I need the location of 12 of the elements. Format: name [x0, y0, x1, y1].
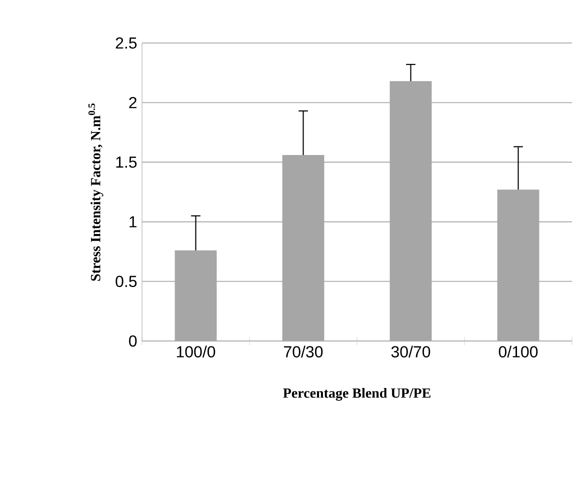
x-tick-label: 0/100: [498, 346, 538, 358]
y-tick-label: 2: [129, 97, 136, 108]
y-tick-label: 0: [129, 335, 137, 347]
y-tick-label: 1: [130, 216, 137, 228]
y-axis-title: Stress Intensity Factor, N.m$^{0.5}$: [88, 104, 104, 281]
y-tick-label: 1.5: [116, 156, 137, 168]
x-tick-label: 100/0: [176, 346, 216, 358]
x-tick-label: 30/70: [391, 346, 430, 358]
x-tick-label: 70/30: [284, 346, 323, 358]
x-axis-title: Percentage Blend UP/PE: [283, 388, 430, 401]
y-tick-label: 0.5: [116, 276, 137, 288]
y-tick-label: 2.5: [116, 37, 137, 49]
